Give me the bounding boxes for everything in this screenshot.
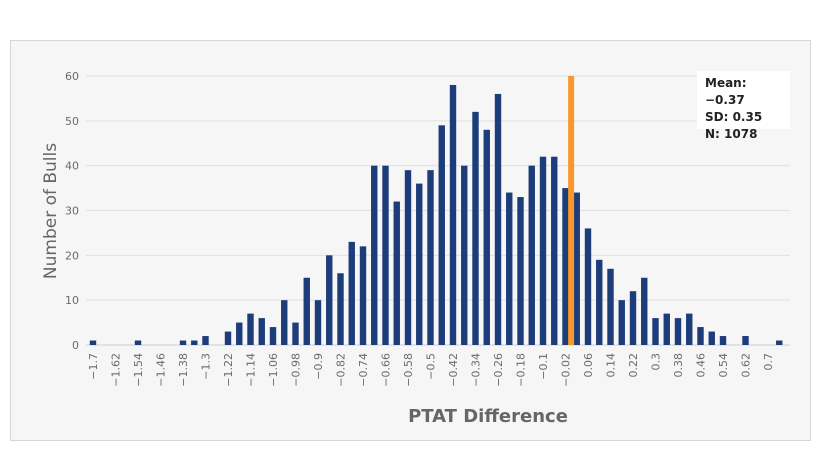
y-tick-label: 0 [72,339,79,352]
y-tick-label: 50 [65,115,79,128]
bar [404,170,412,345]
bar [191,340,198,345]
x-tick-label: −1.06 [267,353,280,387]
x-tick-label: −0.9 [312,353,325,380]
bar [573,192,580,345]
x-tick-label: −1.7 [87,353,100,380]
x-tick-label: −0.98 [290,353,303,387]
bar [269,327,277,345]
x-tick-label: 0.54 [717,353,730,378]
bar [663,313,670,345]
x-tick-label: −0.82 [335,353,348,387]
bar [629,291,637,345]
x-tick-label: −1.14 [245,353,258,387]
bar [326,255,333,345]
x-tick-label: −0.66 [380,353,393,387]
x-tick-label: −1.46 [155,353,168,387]
bar [742,336,749,345]
bar [776,340,783,345]
x-tick-label: −1.38 [177,353,190,387]
bar [247,313,254,345]
bar [562,188,569,345]
x-tick-label: −1.54 [132,353,145,387]
bar [359,246,367,345]
bar [652,318,659,345]
y-tick-label: 40 [65,160,79,173]
bar [708,331,715,345]
bar [483,129,490,345]
y-tick-label: 30 [65,205,79,218]
bar [292,322,299,345]
x-tick-label: −0.26 [492,353,505,387]
bar [528,165,535,345]
x-tick-label: 0.14 [605,353,618,378]
x-tick-label: −0.34 [470,353,483,387]
mean-label: Mean: −0.37 [705,76,747,107]
sd-label: SD: 0.35 [705,110,763,124]
bar [674,318,682,345]
x-tick-label: −0.18 [515,353,528,387]
bar [539,156,547,345]
bar [89,340,97,345]
bar [494,93,502,345]
y-tick-label: 60 [65,70,79,83]
bar [596,259,603,345]
bar [618,300,625,345]
x-tick-label: 0.3 [650,353,663,371]
bar [416,183,423,345]
bar [584,228,592,345]
x-tick-label: 0.7 [762,353,775,371]
bar [686,313,693,345]
bar [449,84,457,345]
bar [517,197,524,345]
stats-annotation: Mean: −0.37 SD: 0.35 N: 1078 [697,71,790,141]
bar [179,340,187,345]
x-tick-label: −0.58 [402,353,415,387]
bar [202,336,209,345]
x-tick-label: 0.22 [627,353,640,378]
x-tick-label: −0.02 [560,353,573,387]
bar [371,165,378,345]
x-tick-label: 0.62 [740,353,753,378]
bar [461,165,468,345]
x-axis-title: PTAT Difference [408,406,568,427]
bar [427,170,434,345]
bar [607,268,614,345]
bar [551,156,558,345]
y-tick-label: 10 [65,294,79,307]
bar [314,300,322,345]
bar [393,201,400,345]
bar [281,300,288,345]
bar [472,111,479,345]
bar [348,241,355,345]
x-tick-label: −0.1 [537,353,550,380]
bar [303,277,310,345]
bar [258,318,265,345]
bar [382,165,389,345]
bar [236,322,243,345]
x-tick-label: −1.62 [110,353,123,387]
bar [337,273,344,345]
x-tick-label: −1.22 [222,353,235,387]
n-label: N: 1078 [705,127,758,141]
x-tick-label: −0.42 [447,353,460,387]
x-tick-label: −0.74 [357,353,370,387]
x-tick-label: 0.06 [582,353,595,378]
bar [438,125,445,345]
x-tick-label: 0.38 [672,353,685,378]
bar [134,340,142,345]
bar [641,277,648,345]
y-axis-title: Number of Bulls [41,143,61,279]
bar [697,327,704,345]
x-tick-label: −0.5 [425,353,438,380]
x-tick-label: −1.3 [200,353,213,380]
bar [719,336,727,345]
bar [506,192,513,345]
y-tick-label: 20 [65,249,79,262]
bar [224,331,232,345]
x-tick-label: 0.46 [695,353,708,378]
